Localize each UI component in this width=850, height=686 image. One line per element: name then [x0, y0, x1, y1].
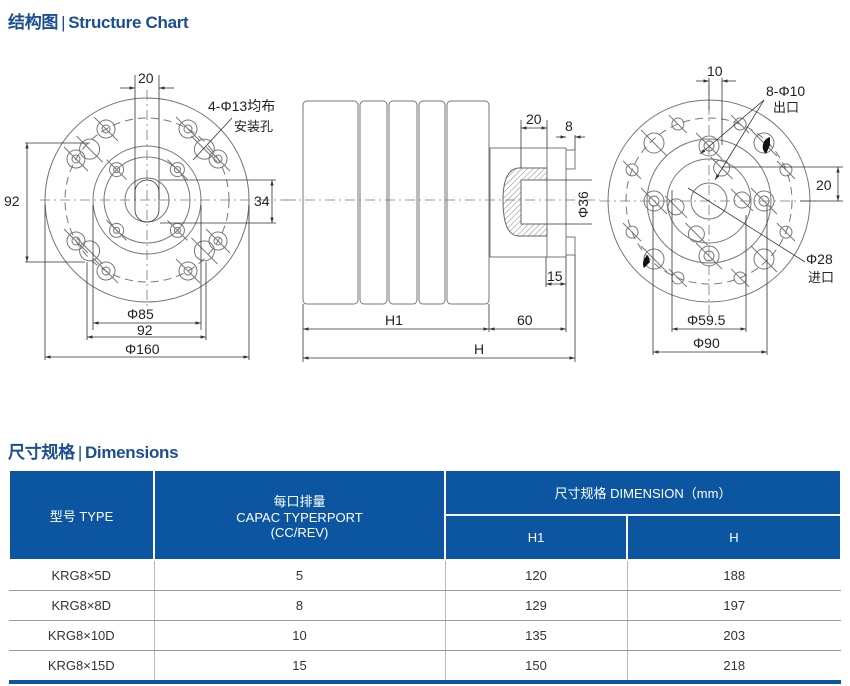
dim-h: H [474, 341, 484, 357]
dim-shaft-len: 20 [526, 111, 542, 127]
dim-slot: 34 [254, 193, 270, 209]
port-hole [640, 187, 668, 215]
dim-height: 92 [4, 193, 20, 209]
cell-type: KRG8×8D [9, 590, 154, 621]
cell-h1: 135 [444, 620, 627, 651]
inner-bolt-hole [167, 220, 188, 241]
big-port-hole [640, 129, 668, 157]
dim-shaft-dia: Φ36 [575, 191, 591, 218]
dimensions-table: 型号 TYPE 每口排量 CAPAC TYPERPORT (CC/REV) 尺寸… [8, 469, 842, 684]
table-row: KRG8×5D 5 120 188 [9, 560, 841, 591]
inlet-label: 进口 [808, 270, 834, 285]
bolt-hole [93, 258, 119, 284]
header-h: H [626, 514, 842, 561]
cell-h: 188 [626, 560, 841, 591]
dim-d85: Φ85 [127, 306, 154, 322]
dim-60: 60 [517, 312, 533, 328]
dim-flange: 8 [565, 118, 573, 134]
dim-slot-width: 20 [138, 70, 154, 86]
cell-capacity: 5 [153, 560, 445, 591]
mounting-hole [191, 135, 218, 163]
bolt-hole [63, 146, 89, 172]
inner-port-hole [710, 156, 733, 180]
title-en: Structure Chart [68, 13, 189, 32]
bolt-hole [93, 116, 119, 142]
cell-h1: 120 [444, 560, 627, 591]
inner-port-hole [730, 188, 754, 212]
cell-type: KRG8×15D [9, 650, 154, 684]
outlet-hole [776, 160, 796, 180]
inner-bolt-hole [106, 220, 127, 241]
dims-title-cn: 尺寸规格 [8, 443, 75, 462]
cell-capacity: 8 [153, 590, 445, 621]
cell-h1: 150 [444, 650, 627, 684]
dim-inlet: Φ28 [806, 251, 833, 267]
bolt-holes [63, 116, 231, 284]
outlet-hole [776, 222, 796, 242]
bolt-hole [175, 258, 201, 284]
structure-chart-title: 结构图 | Structure Chart [8, 13, 189, 32]
table-row: KRG8×15D 15 150 218 [9, 650, 841, 684]
mounting-hole [191, 237, 218, 265]
inner-bolt-hole [106, 159, 127, 180]
dim-port-offset: 20 [816, 177, 832, 193]
mounting-hole [76, 135, 103, 163]
port-hole [750, 187, 778, 215]
outlet-hole [668, 114, 688, 134]
big-port-hole [640, 245, 668, 273]
dimensions-title: 尺寸规格 | Dimensions [8, 443, 179, 462]
cell-capacity: 15 [153, 650, 445, 684]
front-view: 20 92 34 4-Φ13均布 安装孔 Φ85 92 Φ160 [4, 70, 300, 360]
dim-offset: 10 [707, 63, 723, 79]
table-row: KRG8×10D 10 135 203 [9, 620, 841, 651]
outlet-hole [730, 114, 750, 134]
title-cn: 结构图 [8, 13, 59, 32]
port-hole [695, 242, 723, 270]
table-row: KRG8×8D 8 129 197 [9, 590, 841, 621]
cell-h: 218 [626, 650, 841, 684]
cell-h: 197 [626, 590, 841, 621]
bolt-hole [205, 228, 231, 254]
cell-type: KRG8×10D [9, 620, 154, 651]
bolt-hole [63, 228, 89, 254]
inner-port-hole [664, 195, 688, 219]
header-capacity-cn: 每口排量 [273, 493, 326, 509]
holes-note: 4-Φ13均布 [208, 98, 275, 114]
outlet-note: 8-Φ10 [766, 83, 805, 99]
header-capacity-unit: (CC/REV) [270, 524, 329, 540]
cell-capacity: 10 [153, 620, 445, 651]
dim-d160: Φ160 [125, 341, 160, 357]
inner-bolt-hole [167, 159, 188, 180]
dim-bolt-span: 92 [137, 322, 153, 338]
holes-note2: 安装孔 [234, 119, 273, 134]
outlet-hole [622, 160, 642, 180]
bolt-hole [175, 116, 201, 142]
outlet-hole [622, 222, 642, 242]
header-dimension: 尺寸规格 DIMENSION（mm） [444, 469, 842, 516]
inner-port-hole [685, 222, 708, 246]
header-h1: H1 [444, 514, 628, 561]
big-port-hole [750, 245, 778, 273]
dim-d59: Φ59.5 [687, 312, 726, 328]
cell-type: KRG8×5D [9, 560, 154, 591]
dim-d90: Φ90 [693, 335, 720, 351]
header-capacity-en: CAPAC TYPERPORT [236, 509, 363, 525]
mounting-hole [76, 237, 103, 265]
header-type: 型号 TYPE [8, 469, 155, 561]
cell-h1: 129 [444, 590, 627, 621]
outlet-label: 出口 [773, 100, 799, 115]
header-capacity: 每口排量 CAPAC TYPERPORT (CC/REV) [153, 469, 446, 561]
structure-drawing: 20 92 34 4-Φ13均布 安装孔 Φ85 92 Φ160 [4, 63, 843, 362]
side-view: 20 8 Φ36 15 H1 60 H [285, 100, 600, 362]
dims-title-en: Dimensions [84, 443, 179, 462]
rear-view: 10 8-Φ10 出口 20 Φ28 进口 Φ59.5 Φ90 [600, 63, 843, 355]
dim-h1: H1 [385, 312, 403, 328]
cell-h: 203 [626, 620, 841, 651]
dim-key: 15 [547, 268, 563, 284]
bolt-hole [205, 146, 231, 172]
